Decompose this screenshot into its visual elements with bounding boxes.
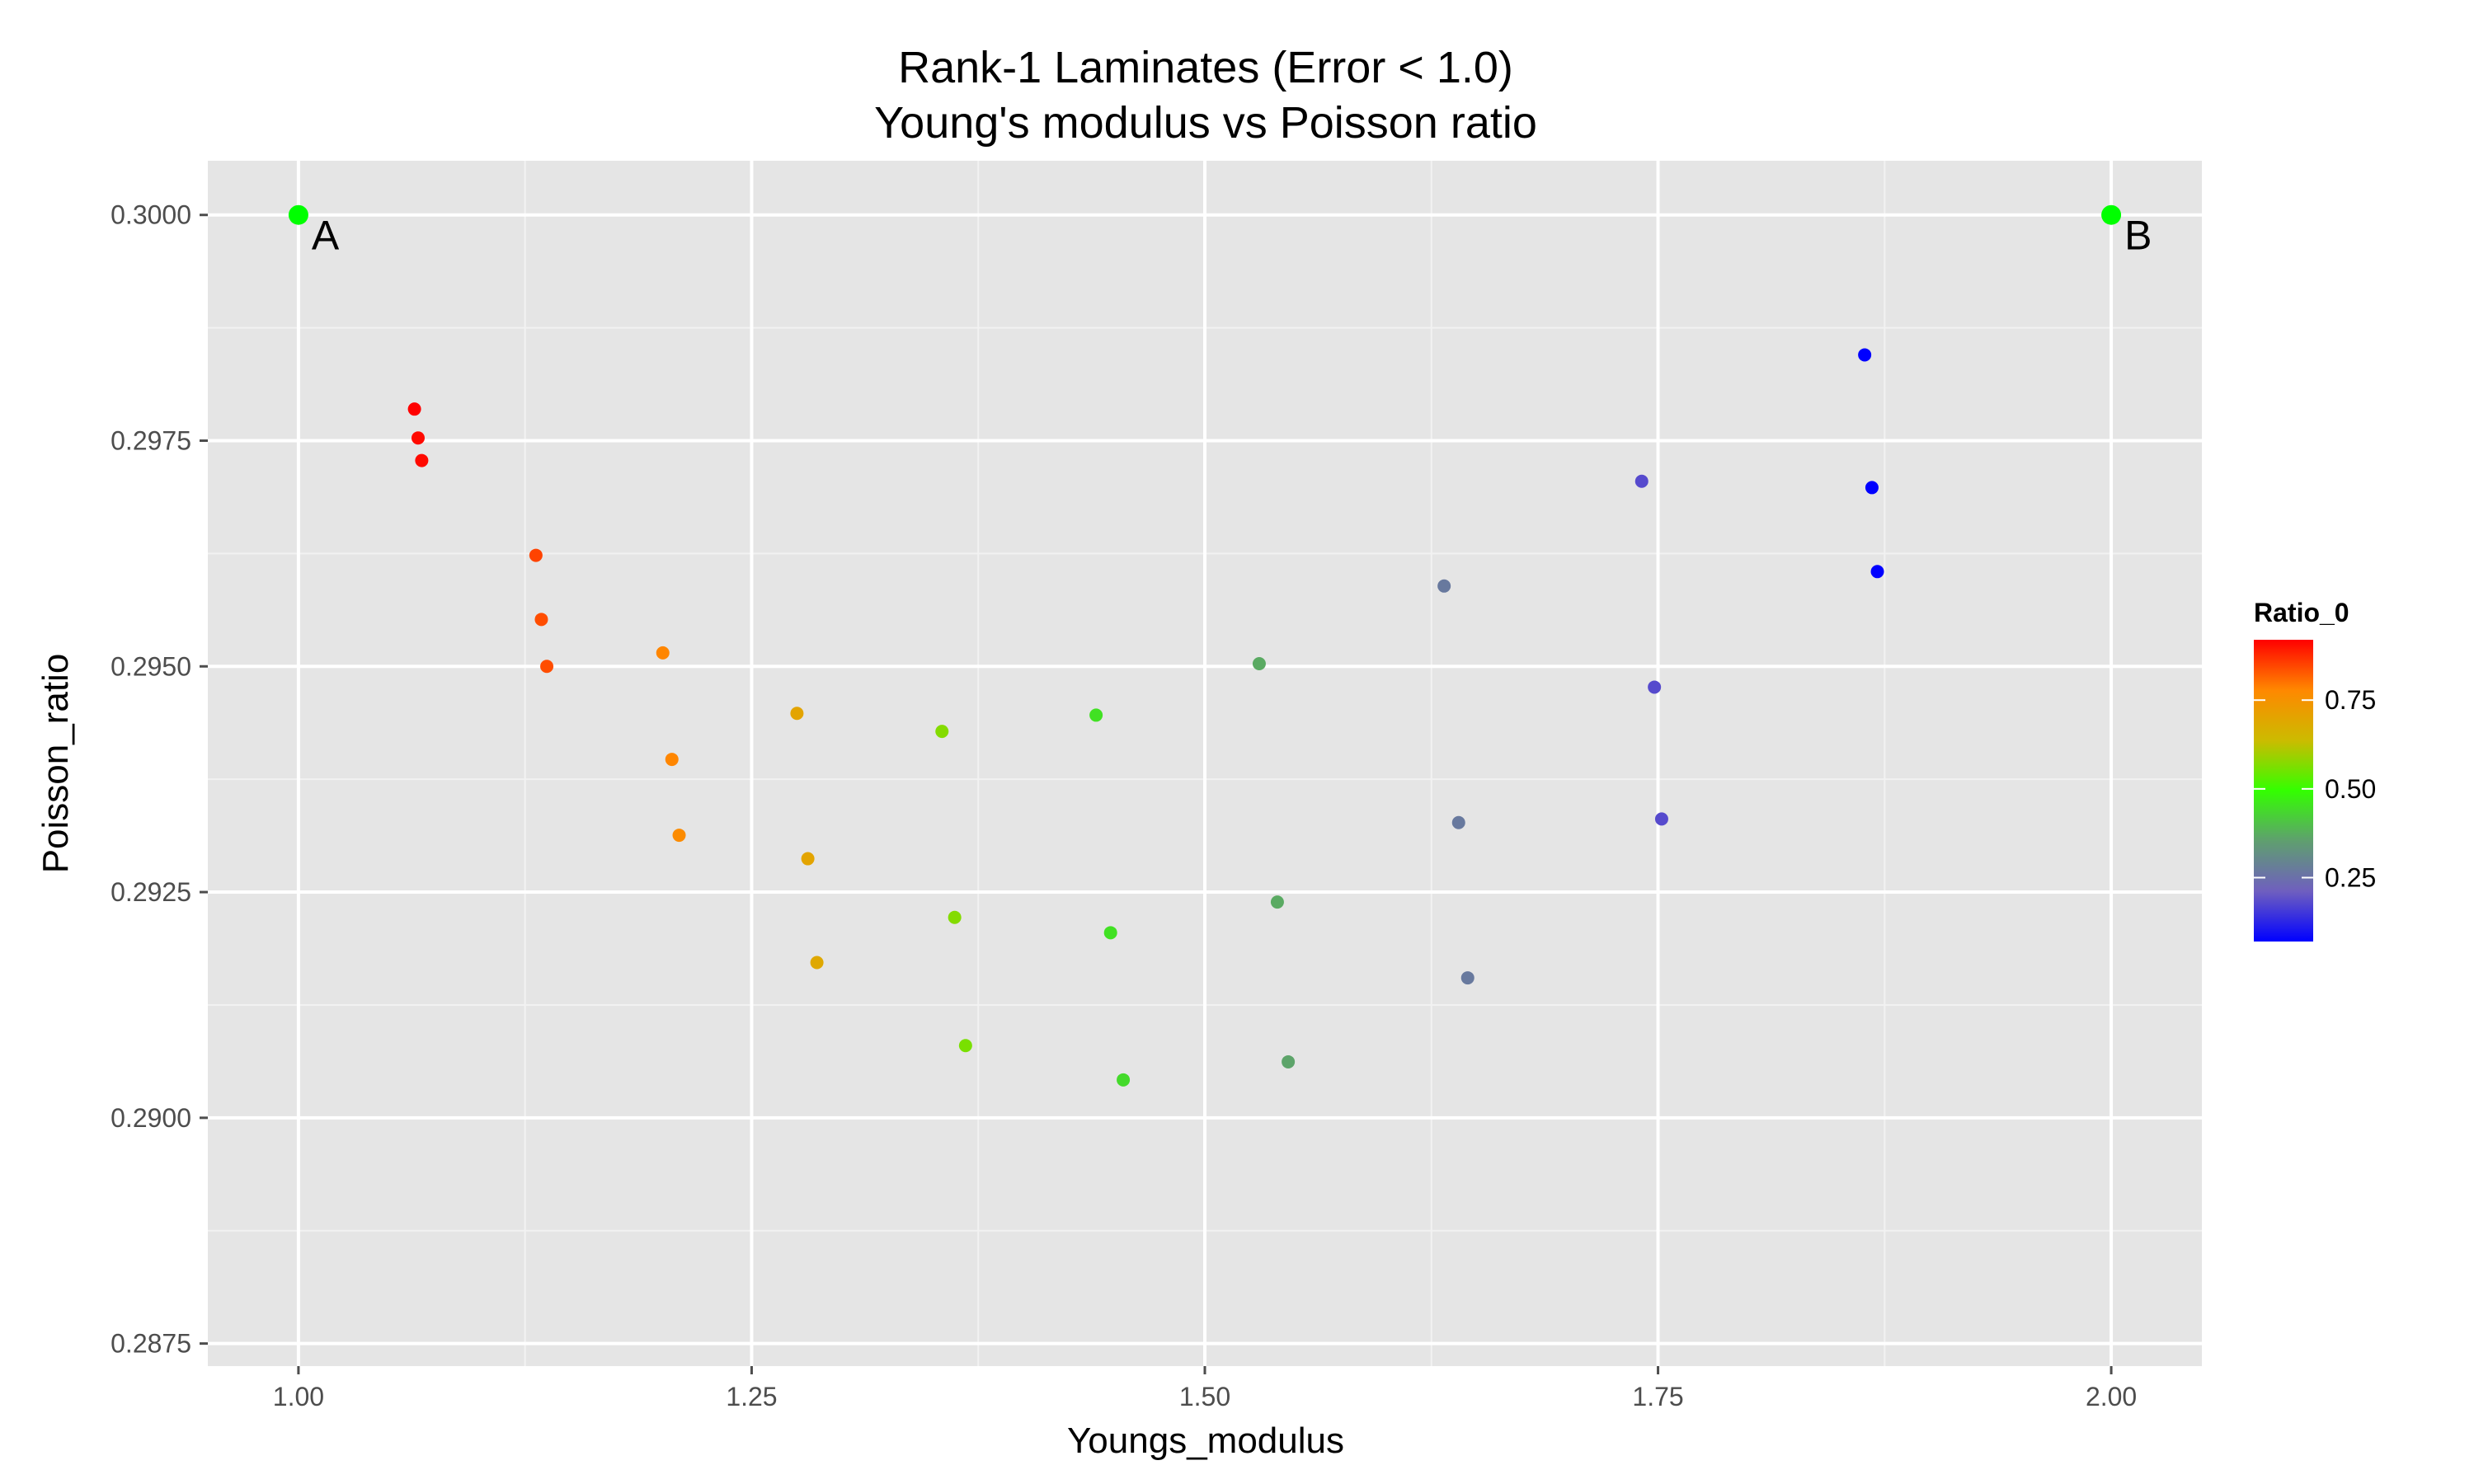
- legend-tick-label: 0.25: [2325, 862, 2376, 892]
- data-point: [1117, 1073, 1131, 1087]
- color-legend: Ratio_0 0.75 0.50 0.25: [2254, 598, 2376, 942]
- data-points: [407, 348, 1884, 1087]
- data-point: [1282, 1054, 1296, 1068]
- data-point: [1870, 565, 1884, 579]
- legend-colorbar: [2254, 640, 2313, 942]
- x-tick-label: 1.00: [273, 1382, 324, 1411]
- y-tick-label: 0.2950: [111, 651, 191, 681]
- annotated-point: [288, 204, 308, 225]
- y-axis-label: Poisson_ratio: [35, 654, 76, 874]
- data-point: [948, 910, 962, 924]
- data-point: [790, 707, 804, 721]
- annotated-point: [2101, 204, 2122, 225]
- y-tick-label: 0.3000: [111, 200, 191, 230]
- x-axis-label: Youngs_modulus: [1067, 1421, 1344, 1461]
- data-point: [1654, 812, 1668, 826]
- x-tick-label: 2.00: [2086, 1382, 2137, 1411]
- data-point: [1451, 815, 1465, 829]
- data-point: [1634, 474, 1649, 488]
- chart-title: Rank-1 Laminates (Error < 1.0): [898, 43, 1513, 92]
- major-gridlines: [208, 161, 2202, 1366]
- data-point: [801, 852, 815, 866]
- data-point: [415, 453, 429, 467]
- x-tick-label: 1.50: [1179, 1382, 1230, 1411]
- x-tick-label: 1.75: [1632, 1382, 1683, 1411]
- legend-tick-label: 0.75: [2325, 685, 2376, 715]
- y-tick-label: 0.2925: [111, 877, 191, 907]
- annotation-label: A: [312, 213, 340, 259]
- data-point: [1270, 895, 1284, 909]
- legend-title: Ratio_0: [2254, 598, 2349, 627]
- data-point: [411, 431, 425, 445]
- data-point: [1460, 971, 1475, 985]
- data-point: [1858, 348, 1872, 362]
- data-point: [935, 725, 949, 739]
- data-point: [1103, 926, 1117, 940]
- data-point: [529, 548, 543, 562]
- y-tick-label: 0.2975: [111, 425, 191, 455]
- data-point: [672, 829, 686, 843]
- data-point: [407, 402, 421, 416]
- data-point: [1865, 481, 1879, 495]
- y-tick-label: 0.2900: [111, 1103, 191, 1133]
- chart-subtitle: Young's modulus vs Poisson ratio: [874, 98, 1537, 148]
- data-point: [534, 613, 548, 627]
- data-point: [810, 956, 824, 970]
- data-point: [1648, 680, 1662, 694]
- x-axis-ticks: 1.00 1.25 1.50 1.75 2.00: [273, 1366, 2137, 1411]
- data-point: [1437, 579, 1451, 593]
- legend-ticks: 0.75 0.50 0.25: [2254, 685, 2376, 892]
- data-point: [1089, 708, 1103, 722]
- data-point: [656, 646, 670, 660]
- y-tick-label: 0.2875: [111, 1329, 191, 1359]
- data-point: [540, 660, 554, 674]
- data-point: [1252, 656, 1266, 670]
- x-tick-label: 1.25: [726, 1382, 777, 1411]
- y-axis-ticks: 0.2875 0.2900 0.2925 0.2950 0.2975 0.3000: [111, 200, 208, 1359]
- legend-tick-label: 0.50: [2325, 774, 2376, 804]
- data-point: [958, 1039, 972, 1053]
- annotation-label: B: [2124, 213, 2152, 259]
- data-point: [665, 753, 679, 767]
